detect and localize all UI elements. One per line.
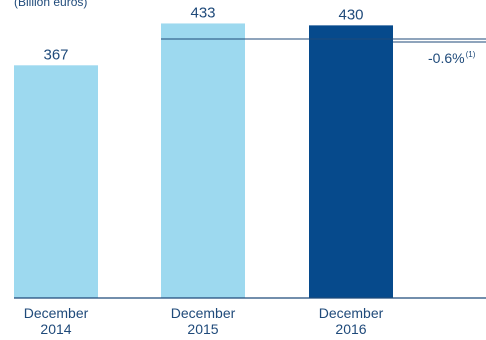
category-label-2014: December 2014 xyxy=(24,305,89,337)
bar-2015 xyxy=(161,23,245,299)
value-label-2016: 430 xyxy=(338,6,363,23)
bar-2014 xyxy=(14,65,98,298)
labels-group: 367 December 2014 433 December 2015 430 Decembe… xyxy=(24,4,384,337)
unit-label: (Billion euros) xyxy=(14,0,87,9)
bars-group xyxy=(14,23,393,299)
bar-2016 xyxy=(309,25,393,299)
change-label: -0.6%(1) xyxy=(428,50,476,66)
value-label-2014: 367 xyxy=(43,46,68,63)
category-label-2016: December 2016 xyxy=(319,305,384,337)
category-label-2015: December 2015 xyxy=(171,305,236,337)
value-label-2015: 433 xyxy=(190,4,215,21)
